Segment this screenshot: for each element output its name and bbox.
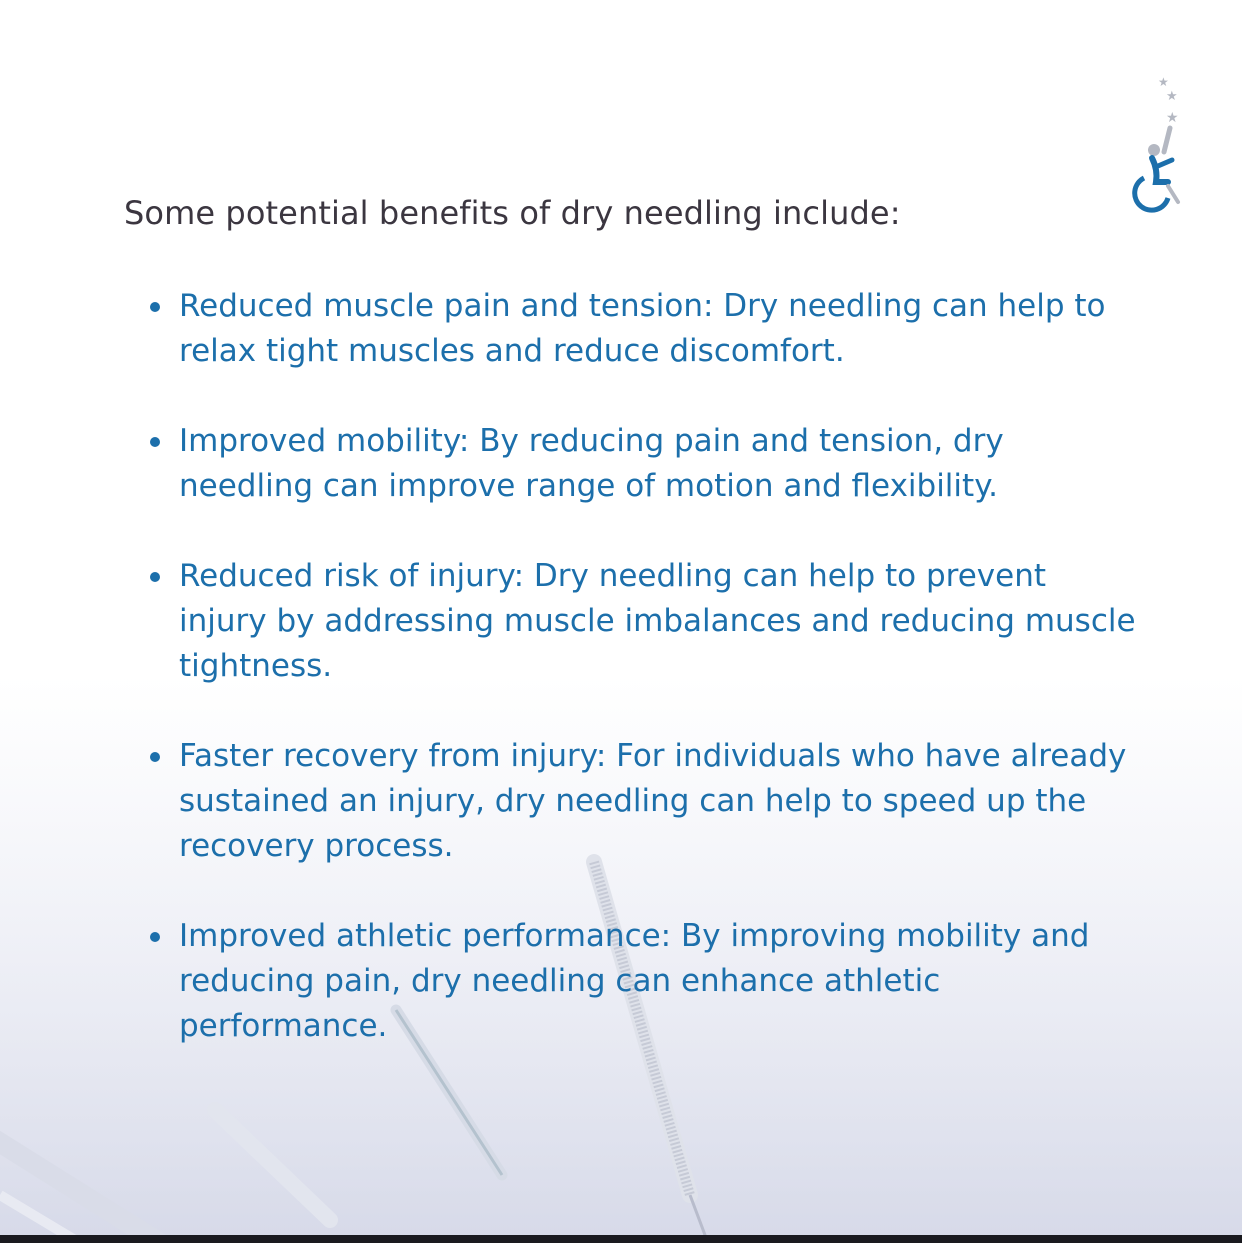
bullet-icon — [150, 437, 160, 447]
benefit-text: Reduced muscle pain and tension: Dry nee… — [179, 288, 1106, 369]
bullet-icon — [150, 932, 160, 942]
wheelchair-athlete-logo-icon: ★ ★ ★ — [1132, 75, 1180, 213]
bullet-icon — [150, 752, 160, 762]
list-item: Improved athletic performance: By improv… — [146, 914, 1136, 1049]
list-item: Reduced muscle pain and tension: Dry nee… — [146, 284, 1136, 374]
bullet-icon — [150, 572, 160, 582]
list-item: Improved mobility: By reducing pain and … — [146, 419, 1136, 509]
svg-text:★: ★ — [1166, 89, 1178, 104]
benefit-text: Improved athletic performance: By improv… — [179, 918, 1090, 1044]
benefit-text: Reduced risk of injury: Dry needling can… — [179, 558, 1136, 684]
benefit-text: Improved mobility: By reducing pain and … — [179, 423, 1004, 504]
bullet-icon — [150, 302, 160, 312]
benefit-text: Faster recovery from injury: For individ… — [179, 738, 1127, 864]
svg-text:★: ★ — [1166, 110, 1179, 126]
bottom-border — [0, 1235, 1242, 1243]
benefits-list: Reduced muscle pain and tension: Dry nee… — [146, 284, 1136, 1094]
list-item: Reduced risk of injury: Dry needling can… — [146, 554, 1136, 689]
page-heading: Some potential benefits of dry needling … — [124, 194, 901, 232]
list-item: Faster recovery from injury: For individ… — [146, 734, 1136, 869]
svg-text:★: ★ — [1158, 75, 1169, 89]
